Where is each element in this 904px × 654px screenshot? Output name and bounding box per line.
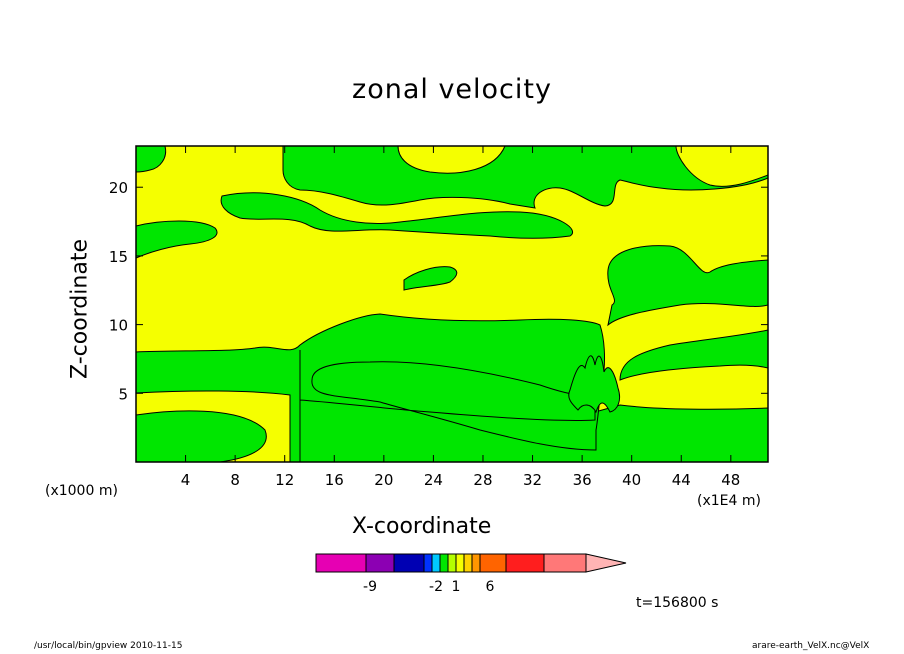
x-tick-label: 24 bbox=[424, 471, 443, 489]
x-tick-label: 28 bbox=[473, 471, 492, 489]
colorbar-segment bbox=[431, 553, 441, 573]
y-axis-label: Z-coordinate bbox=[67, 239, 93, 379]
region-upper-strip bbox=[220, 192, 573, 239]
colorbar-segment bbox=[455, 553, 465, 573]
colorbar-segment bbox=[479, 553, 507, 573]
colorbar-segment bbox=[447, 553, 457, 573]
colorbar-segment bbox=[439, 553, 449, 573]
x-tick-label: 44 bbox=[672, 471, 691, 489]
y-tick-label: 20 bbox=[109, 179, 128, 197]
footer-file-variable: arare-earth_VelX.nc@VelX bbox=[752, 641, 870, 651]
colorbar-label: 1 bbox=[452, 579, 461, 595]
x-tick-label: 8 bbox=[230, 471, 240, 489]
colorbar-segment bbox=[365, 553, 395, 573]
region-mid-band bbox=[135, 313, 605, 463]
footer-program-date: /usr/local/bin/gpview 2010-11-15 bbox=[34, 641, 183, 651]
colorbar-segment bbox=[471, 553, 481, 573]
region-left-top bbox=[135, 145, 167, 173]
time-label: t=156800 s bbox=[636, 595, 719, 611]
plot-area bbox=[135, 145, 769, 463]
y-tick-label: 15 bbox=[109, 248, 128, 266]
colorbar-segment bbox=[543, 553, 587, 573]
x-tick-label: 20 bbox=[374, 471, 393, 489]
colorbar-segment bbox=[315, 553, 367, 573]
x-tick-label: 16 bbox=[325, 471, 344, 489]
x-unit-note: (x1000 m) bbox=[45, 483, 118, 499]
region-spikes bbox=[568, 355, 621, 414]
colorbar-label: -2 bbox=[429, 579, 443, 595]
region-right-upper bbox=[607, 245, 769, 327]
region-small-ellipse bbox=[403, 266, 458, 291]
x-tick-label: 36 bbox=[573, 471, 592, 489]
x-axis-label: X-coordinate bbox=[352, 514, 492, 539]
colorbar-label: 6 bbox=[486, 579, 495, 595]
colorbar: -9 -2 1 6 bbox=[315, 553, 627, 595]
colorbar-label: -9 bbox=[363, 579, 377, 595]
colorbar-segment bbox=[393, 553, 425, 573]
chart-title: zonal velocity bbox=[352, 74, 552, 105]
y-axis-ticks: 5 10 15 20 bbox=[109, 179, 768, 403]
x-tick-label: 4 bbox=[181, 471, 191, 489]
near-zero-regions bbox=[135, 145, 769, 463]
x-tick-label: 48 bbox=[721, 471, 740, 489]
colorbar-segment bbox=[505, 553, 545, 573]
colorbar-segment bbox=[423, 553, 433, 573]
x-tick-label: 40 bbox=[622, 471, 641, 489]
y-tick-label: 5 bbox=[118, 385, 128, 403]
colorbar-extension-arrow bbox=[585, 553, 627, 573]
colorbar-segment bbox=[463, 553, 473, 573]
plot-frame bbox=[135, 145, 769, 463]
y-tick-label: 10 bbox=[109, 317, 128, 335]
x-tick-label: 12 bbox=[275, 471, 294, 489]
x-scale-note: (x1E4 m) bbox=[697, 493, 761, 509]
x-tick-label: 32 bbox=[523, 471, 542, 489]
x-axis-ticks: 4 8 12 16 20 24 28 32 36 40 44 48 bbox=[181, 146, 740, 489]
region-left-upper bbox=[135, 220, 218, 259]
